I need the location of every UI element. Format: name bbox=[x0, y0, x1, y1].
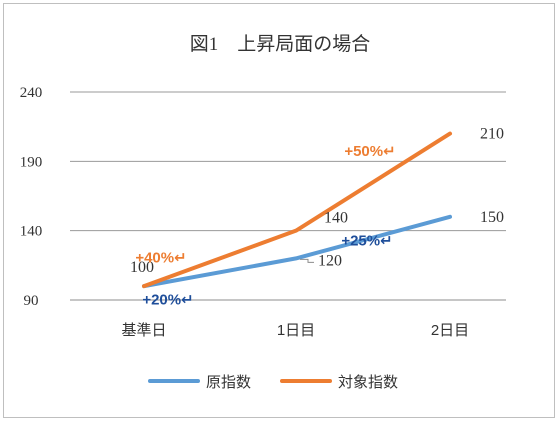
series-line-0 bbox=[142, 214, 452, 289]
gridlines bbox=[70, 91, 506, 301]
value-label: 140 bbox=[324, 210, 348, 227]
y-tick-label: 140 bbox=[20, 224, 43, 240]
legend: 原指数 対象指数 bbox=[148, 374, 398, 391]
x-tick-label: 2日目 bbox=[431, 322, 469, 339]
value-label: 120 bbox=[318, 252, 342, 269]
chart-title: 図1 上昇局面の場合 bbox=[190, 33, 371, 55]
x-tick-label: 1日目 bbox=[277, 322, 315, 339]
value-label: 210 bbox=[480, 126, 504, 143]
x-axis: 基準日 1日目 2日目 bbox=[121, 322, 469, 339]
x-tick-label: 基準日 bbox=[121, 322, 166, 339]
leader-line bbox=[300, 258, 314, 263]
value-label: 150 bbox=[480, 209, 504, 226]
change-label: +20%↵ bbox=[142, 291, 193, 308]
value-label: 100 bbox=[130, 259, 154, 276]
change-label: +50%↵ bbox=[344, 143, 395, 160]
y-axis: 90 140 190 240 bbox=[20, 85, 43, 309]
change-label: +40%↵ bbox=[135, 249, 186, 266]
legend-label: 原指数 bbox=[206, 374, 251, 391]
chart-frame bbox=[3, 3, 555, 418]
y-tick-label: 90 bbox=[24, 293, 39, 309]
y-tick-label: 240 bbox=[20, 85, 43, 101]
change-label: +25%↵ bbox=[341, 233, 392, 250]
series-line-1 bbox=[142, 131, 452, 289]
series-lines bbox=[142, 131, 452, 289]
data-labels: 120 150 100 140 210 +20%↵ +25%↵ +40%↵ +50%↵ bbox=[130, 126, 504, 309]
legend-label: 対象指数 bbox=[338, 374, 398, 391]
y-tick-label: 190 bbox=[20, 154, 43, 170]
